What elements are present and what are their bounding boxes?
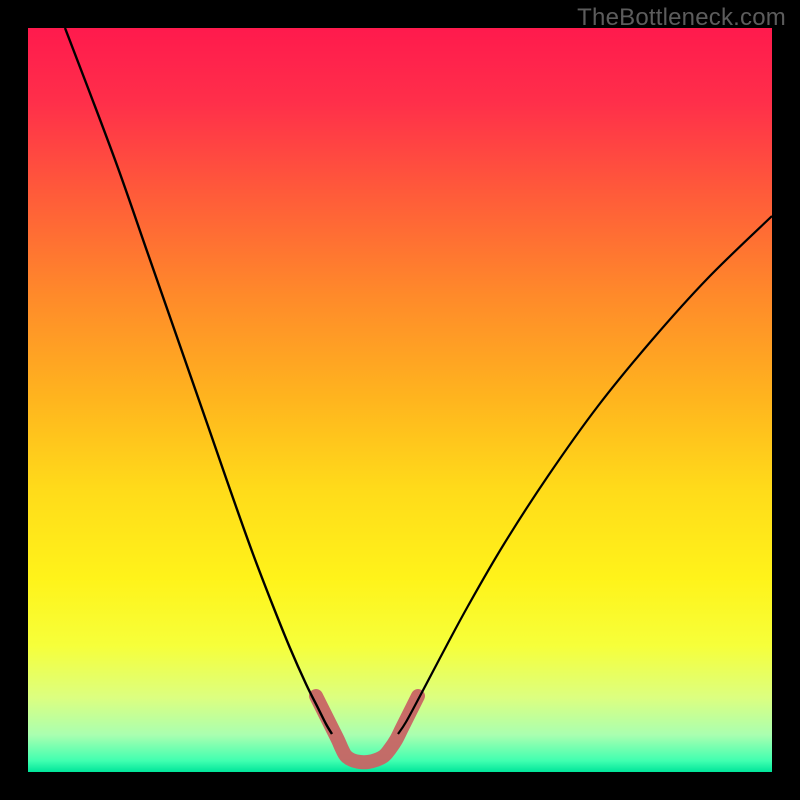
- chart-frame: TheBottleneck.com: [0, 0, 800, 800]
- right-curve: [398, 216, 772, 734]
- left-curve: [65, 28, 332, 734]
- plot-area: [28, 28, 772, 772]
- curve-overlay: [28, 28, 772, 772]
